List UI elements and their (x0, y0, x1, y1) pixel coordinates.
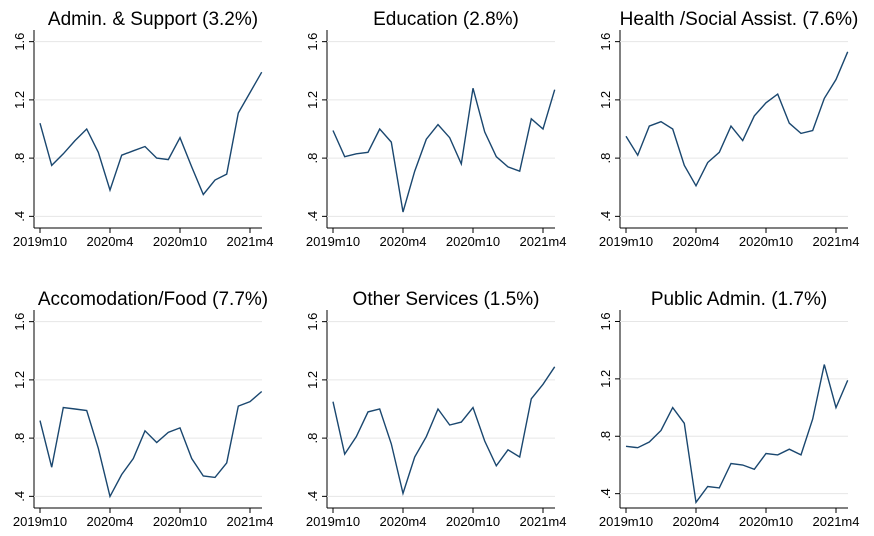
x-tick-label: 2020m4 (380, 234, 427, 249)
x-tick-label: 2019m10 (306, 234, 360, 249)
data-line (332, 88, 556, 213)
x-tick-label: 2019m10 (599, 514, 653, 529)
y-tick-label: 1.6 (305, 33, 320, 51)
x-tick-label: 2021m4 (520, 234, 567, 249)
data-line (625, 51, 849, 188)
y-tick-label: 1.2 (305, 91, 320, 109)
y-tick-label: 1.6 (598, 312, 613, 330)
x-tick-label: 2020m4 (673, 514, 720, 529)
panel-title: Accomodation/Food (7.7%) (38, 289, 268, 310)
x-tick-label: 2020m10 (739, 234, 793, 249)
data-line (39, 71, 263, 196)
y-tick-label: .8 (12, 153, 27, 164)
y-tick-label: .8 (598, 153, 613, 164)
x-tick-label: 2020m10 (446, 234, 500, 249)
y-tick-label: 1.2 (12, 91, 27, 109)
data-line (332, 366, 556, 497)
x-tick-label: 2019m10 (13, 514, 67, 529)
y-tick-label: 1.6 (12, 33, 27, 51)
panel-title: Health /Social Assist. (7.6%) (620, 9, 859, 30)
y-tick-label: .4 (12, 211, 27, 222)
x-tick-label: 2021m4 (227, 514, 274, 529)
x-tick-label: 2020m10 (446, 514, 500, 529)
y-tick-label: 1.6 (305, 313, 320, 331)
y-tick-label: .8 (598, 431, 613, 442)
x-tick-label: 2020m10 (153, 234, 207, 249)
x-tick-label: 2020m4 (673, 234, 720, 249)
y-tick-label: .4 (305, 211, 320, 222)
x-tick-label: 2020m4 (87, 514, 134, 529)
x-tick-label: 2021m4 (227, 234, 274, 249)
y-tick-label: 1.2 (598, 91, 613, 109)
x-tick-label: 2021m4 (813, 234, 860, 249)
panel-title: Education (2.8%) (373, 9, 519, 30)
y-tick-label: .4 (12, 491, 27, 502)
y-tick-label: .8 (305, 433, 320, 444)
x-tick-label: 2021m4 (813, 514, 860, 529)
panel-title: Public Admin. (1.7%) (651, 289, 827, 310)
y-tick-label: .4 (598, 211, 613, 222)
data-line (39, 390, 263, 499)
y-tick-label: 1.6 (12, 313, 27, 331)
x-tick-label: 2020m10 (739, 514, 793, 529)
data-line (625, 364, 849, 505)
panel-title: Admin. & Support (3.2%) (48, 9, 258, 30)
x-tick-label: 2019m10 (306, 514, 360, 529)
y-tick-label: 1.2 (598, 370, 613, 388)
x-tick-label: 2019m10 (599, 234, 653, 249)
panel-title: Other Services (1.5%) (353, 289, 540, 310)
y-tick-label: .4 (305, 491, 320, 502)
y-tick-label: 1.6 (598, 33, 613, 51)
y-tick-label: 1.2 (305, 371, 320, 389)
x-tick-label: 2020m4 (87, 234, 134, 249)
y-tick-label: 1.2 (12, 371, 27, 389)
x-tick-label: 2020m10 (153, 514, 207, 529)
x-tick-label: 2019m10 (13, 234, 67, 249)
y-tick-label: .8 (305, 153, 320, 164)
y-tick-label: .4 (598, 488, 613, 499)
x-tick-label: 2021m4 (520, 514, 567, 529)
x-tick-label: 2020m4 (380, 514, 427, 529)
y-tick-label: .8 (12, 433, 27, 444)
